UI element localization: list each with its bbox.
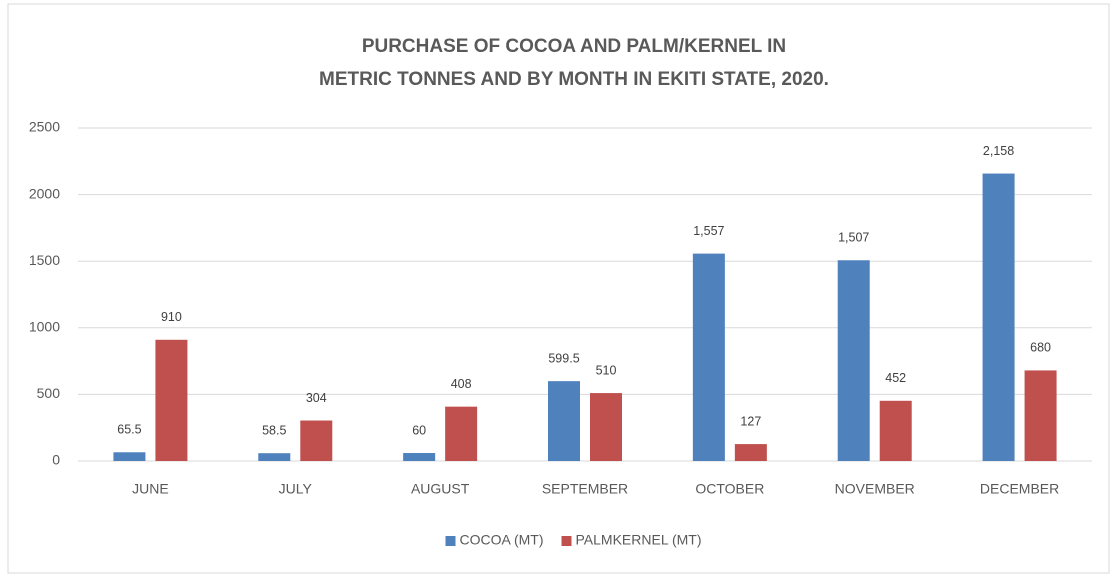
x-tick-label: JUNE <box>132 481 169 497</box>
bar <box>155 339 188 461</box>
chart-border <box>7 3 1110 574</box>
bar <box>300 420 333 461</box>
legend-swatch <box>561 536 572 546</box>
x-tick-label: OCTOBER <box>695 481 764 497</box>
chart-title: PURCHASE OF COCOA AND PALM/KERNEL IN <box>362 36 786 57</box>
bar <box>445 406 478 461</box>
chart-title: METRIC TONNES AND BY MONTH IN EKITI STAT… <box>319 69 829 90</box>
legend-swatch <box>445 536 456 546</box>
y-tick-label: 500 <box>37 385 61 401</box>
bar <box>879 400 912 461</box>
bar <box>837 260 870 461</box>
x-tick-label: DECEMBER <box>980 481 1059 497</box>
data-label: 60 <box>412 423 426 437</box>
y-tick-label: 2000 <box>29 185 60 201</box>
y-tick-label: 0 <box>52 452 60 468</box>
bar <box>113 452 146 461</box>
data-label: 1,557 <box>693 224 724 238</box>
bar <box>258 453 291 461</box>
bar <box>590 393 622 461</box>
data-label: 680 <box>1030 341 1051 355</box>
x-tick-label: NOVEMBER <box>835 481 915 497</box>
bar <box>403 453 436 461</box>
data-label: 408 <box>451 377 472 391</box>
bar <box>1024 370 1057 461</box>
legend-label: COCOA (MT) <box>460 532 544 548</box>
data-label: 2,158 <box>983 144 1014 158</box>
data-label: 65.5 <box>117 423 141 437</box>
y-tick-label: 2500 <box>29 119 60 135</box>
y-tick-label: 1000 <box>29 319 60 335</box>
bar <box>548 381 580 461</box>
data-label: 452 <box>885 371 906 385</box>
data-label: 599.5 <box>548 351 579 365</box>
data-label: 304 <box>306 391 327 405</box>
bar <box>692 253 725 461</box>
data-label: 1,507 <box>838 231 869 245</box>
bar <box>734 444 767 461</box>
x-tick-label: JULY <box>279 481 313 497</box>
data-label: 910 <box>161 310 182 324</box>
data-label: 58.5 <box>262 424 286 438</box>
legend-label: PALMKERNEL (MT) <box>576 532 702 548</box>
y-tick-label: 1500 <box>29 252 60 268</box>
x-tick-label: AUGUST <box>411 481 470 497</box>
x-tick-label: SEPTEMBER <box>542 481 628 497</box>
data-label: 510 <box>596 363 617 377</box>
bar <box>982 173 1015 462</box>
data-label: 127 <box>740 414 761 428</box>
